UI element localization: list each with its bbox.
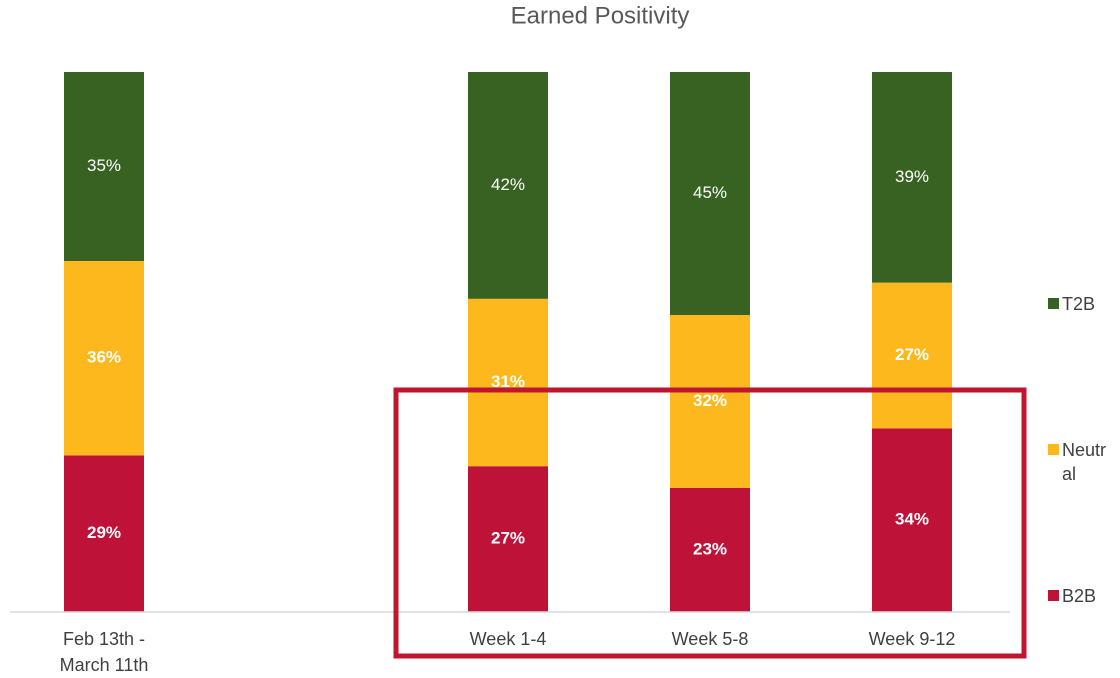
data-label: 27% [491, 529, 525, 548]
x-tick-label: Week 9-12 [868, 629, 956, 649]
bar-segment [64, 455, 144, 612]
highlight-box [393, 387, 1027, 659]
data-label: 39% [895, 167, 929, 186]
bar-segment [670, 315, 750, 488]
data-label: 34% [895, 510, 929, 529]
x-tick-label: Week 1-4 [469, 629, 547, 649]
legend-swatch [1048, 590, 1059, 601]
bar-segment [468, 72, 548, 299]
bar-segment [468, 466, 548, 612]
data-label: 36% [87, 348, 121, 367]
bar-segment [670, 72, 750, 315]
bar-segment [872, 282, 952, 429]
legend-label: B2B [1062, 586, 1097, 606]
chart-title: Earned Positivity [511, 2, 690, 29]
legend-swatch [1048, 444, 1059, 455]
bar-segment [64, 261, 144, 456]
data-label: 42% [491, 175, 525, 194]
data-label: 35% [87, 156, 121, 175]
bar-segment [872, 72, 952, 283]
data-label: 32% [693, 391, 727, 410]
data-label: 23% [693, 539, 727, 558]
page: {"chart_data": {"type": "stacked_bar", "… [10, 2, 1107, 675]
bar-segment [872, 428, 952, 612]
legend-swatch [1048, 298, 1059, 309]
bar-segment [64, 72, 144, 261]
bar-segment [670, 487, 750, 612]
legend-label: T2B [1062, 294, 1096, 314]
data-label: 27% [895, 345, 929, 364]
legend-label: Neutral [1062, 440, 1107, 484]
x-tick-label: Week 5-8 [671, 629, 749, 649]
data-label: 29% [87, 523, 121, 542]
data-label: 31% [491, 372, 525, 391]
chart: Earned Positivity 29% 36% 35% 27% 31% 42% 23% 3… [10, 2, 1027, 659]
x-tick-label: Feb 13th - March 11th [59, 629, 149, 675]
data-label: 45% [693, 183, 727, 202]
bar-segment [468, 298, 548, 467]
